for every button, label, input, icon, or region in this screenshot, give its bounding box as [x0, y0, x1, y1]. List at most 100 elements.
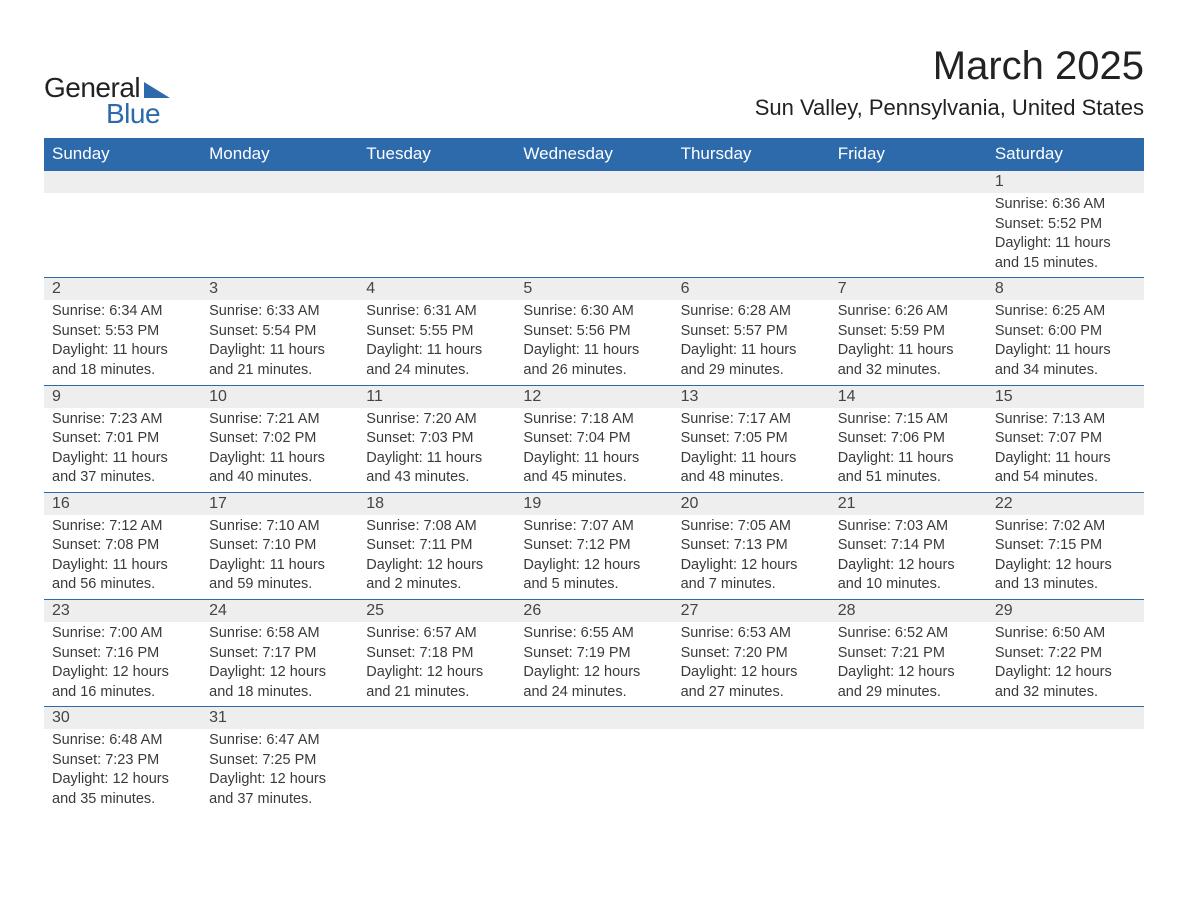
sunset-text: Sunset: 7:07 PM: [995, 429, 1136, 449]
sunset-text: Sunset: 5:53 PM: [52, 322, 193, 342]
day-number: 29: [987, 600, 1144, 622]
daylight-text: Daylight: 11 hours and 15 minutes.: [995, 234, 1136, 273]
sunrise-text: Sunrise: 6:48 AM: [52, 731, 193, 751]
logo: General Blue: [44, 44, 170, 130]
day-body: Sunrise: 6:55 AMSunset: 7:19 PMDaylight:…: [515, 622, 672, 706]
sunset-text: Sunset: 5:52 PM: [995, 215, 1136, 235]
day-number: 2: [44, 278, 201, 300]
sunset-text: Sunset: 7:11 PM: [366, 536, 507, 556]
daylight-text: Daylight: 12 hours and 21 minutes.: [366, 663, 507, 702]
sunset-text: Sunset: 7:18 PM: [366, 644, 507, 664]
day-number: 9: [44, 386, 201, 408]
week-row: 2Sunrise: 6:34 AMSunset: 5:53 PMDaylight…: [44, 278, 1144, 385]
day-body: Sunrise: 7:18 AMSunset: 7:04 PMDaylight:…: [515, 408, 672, 492]
day-body: Sunrise: 7:17 AMSunset: 7:05 PMDaylight:…: [673, 408, 830, 492]
day-body: [987, 729, 1144, 809]
day-number: [515, 171, 672, 193]
day-number: 12: [515, 386, 672, 408]
day-body: Sunrise: 7:08 AMSunset: 7:11 PMDaylight:…: [358, 515, 515, 599]
day-body: Sunrise: 7:03 AMSunset: 7:14 PMDaylight:…: [830, 515, 987, 599]
day-cell: 16Sunrise: 7:12 AMSunset: 7:08 PMDayligh…: [44, 492, 201, 599]
day-cell: 30Sunrise: 6:48 AMSunset: 7:23 PMDayligh…: [44, 707, 201, 814]
day-body: Sunrise: 6:48 AMSunset: 7:23 PMDaylight:…: [44, 729, 201, 813]
day-number: [44, 171, 201, 193]
sunset-text: Sunset: 7:14 PM: [838, 536, 979, 556]
sunrise-text: Sunrise: 7:00 AM: [52, 624, 193, 644]
daylight-text: Daylight: 12 hours and 27 minutes.: [681, 663, 822, 702]
daylight-text: Daylight: 11 hours and 45 minutes.: [523, 449, 664, 488]
day-body: [673, 729, 830, 809]
sunset-text: Sunset: 7:19 PM: [523, 644, 664, 664]
sunset-text: Sunset: 5:59 PM: [838, 322, 979, 342]
day-cell: 4Sunrise: 6:31 AMSunset: 5:55 PMDaylight…: [358, 278, 515, 385]
logo-text-blue: Blue: [106, 98, 160, 130]
daylight-text: Daylight: 12 hours and 10 minutes.: [838, 556, 979, 595]
sunset-text: Sunset: 7:17 PM: [209, 644, 350, 664]
calendar-table: SundayMondayTuesdayWednesdayThursdayFrid…: [44, 138, 1144, 814]
day-number: [358, 707, 515, 729]
day-number: [673, 707, 830, 729]
day-cell: 17Sunrise: 7:10 AMSunset: 7:10 PMDayligh…: [201, 492, 358, 599]
sunset-text: Sunset: 7:03 PM: [366, 429, 507, 449]
sunset-text: Sunset: 5:56 PM: [523, 322, 664, 342]
day-number: 7: [830, 278, 987, 300]
day-body: [673, 193, 830, 273]
dow-header: Tuesday: [358, 138, 515, 171]
week-row: 1Sunrise: 6:36 AMSunset: 5:52 PMDaylight…: [44, 171, 1144, 278]
day-cell: [515, 171, 672, 278]
day-number: 13: [673, 386, 830, 408]
day-number: 5: [515, 278, 672, 300]
day-number: 28: [830, 600, 987, 622]
day-number: 15: [987, 386, 1144, 408]
day-cell: [830, 171, 987, 278]
day-cell: 12Sunrise: 7:18 AMSunset: 7:04 PMDayligh…: [515, 385, 672, 492]
day-body: Sunrise: 7:05 AMSunset: 7:13 PMDaylight:…: [673, 515, 830, 599]
day-body: Sunrise: 6:33 AMSunset: 5:54 PMDaylight:…: [201, 300, 358, 384]
sunrise-text: Sunrise: 7:07 AM: [523, 517, 664, 537]
day-body: Sunrise: 7:23 AMSunset: 7:01 PMDaylight:…: [44, 408, 201, 492]
day-cell: 19Sunrise: 7:07 AMSunset: 7:12 PMDayligh…: [515, 492, 672, 599]
sunset-text: Sunset: 7:02 PM: [209, 429, 350, 449]
day-body: Sunrise: 7:07 AMSunset: 7:12 PMDaylight:…: [515, 515, 672, 599]
day-cell: 3Sunrise: 6:33 AMSunset: 5:54 PMDaylight…: [201, 278, 358, 385]
titles: March 2025 Sun Valley, Pennsylvania, Uni…: [755, 44, 1144, 121]
day-number: 21: [830, 493, 987, 515]
daylight-text: Daylight: 12 hours and 5 minutes.: [523, 556, 664, 595]
day-body: Sunrise: 6:58 AMSunset: 7:17 PMDaylight:…: [201, 622, 358, 706]
dow-header: Friday: [830, 138, 987, 171]
day-number: 22: [987, 493, 1144, 515]
daylight-text: Daylight: 11 hours and 24 minutes.: [366, 341, 507, 380]
daylight-text: Daylight: 11 hours and 34 minutes.: [995, 341, 1136, 380]
daylight-text: Daylight: 11 hours and 51 minutes.: [838, 449, 979, 488]
daylight-text: Daylight: 12 hours and 35 minutes.: [52, 770, 193, 809]
day-number: 19: [515, 493, 672, 515]
day-body: [515, 193, 672, 273]
day-number: [358, 171, 515, 193]
day-body: Sunrise: 6:28 AMSunset: 5:57 PMDaylight:…: [673, 300, 830, 384]
day-cell: 20Sunrise: 7:05 AMSunset: 7:13 PMDayligh…: [673, 492, 830, 599]
sunrise-text: Sunrise: 7:13 AM: [995, 410, 1136, 430]
day-number: [673, 171, 830, 193]
sunrise-text: Sunrise: 7:15 AM: [838, 410, 979, 430]
dow-header: Monday: [201, 138, 358, 171]
day-body: Sunrise: 7:10 AMSunset: 7:10 PMDaylight:…: [201, 515, 358, 599]
day-number: [830, 171, 987, 193]
day-number: [515, 707, 672, 729]
sunrise-text: Sunrise: 6:30 AM: [523, 302, 664, 322]
daylight-text: Daylight: 11 hours and 43 minutes.: [366, 449, 507, 488]
day-number: 3: [201, 278, 358, 300]
day-body: [44, 193, 201, 273]
day-cell: 22Sunrise: 7:02 AMSunset: 7:15 PMDayligh…: [987, 492, 1144, 599]
dow-header: Sunday: [44, 138, 201, 171]
day-number: 16: [44, 493, 201, 515]
sunset-text: Sunset: 7:16 PM: [52, 644, 193, 664]
day-body: Sunrise: 6:57 AMSunset: 7:18 PMDaylight:…: [358, 622, 515, 706]
sunrise-text: Sunrise: 6:47 AM: [209, 731, 350, 751]
sunrise-text: Sunrise: 6:53 AM: [681, 624, 822, 644]
day-cell: 14Sunrise: 7:15 AMSunset: 7:06 PMDayligh…: [830, 385, 987, 492]
day-number: 24: [201, 600, 358, 622]
sunrise-text: Sunrise: 7:03 AM: [838, 517, 979, 537]
daylight-text: Daylight: 12 hours and 18 minutes.: [209, 663, 350, 702]
sunrise-text: Sunrise: 7:02 AM: [995, 517, 1136, 537]
day-cell: [987, 707, 1144, 814]
